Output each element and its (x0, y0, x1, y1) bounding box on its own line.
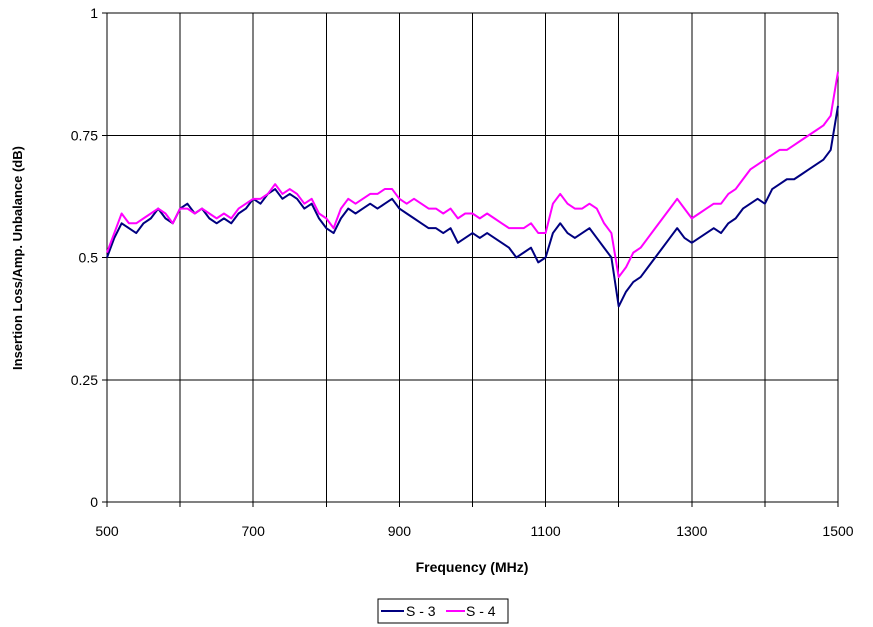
x-tick-label: 1100 (531, 523, 561, 539)
x-tick-label: 500 (95, 523, 119, 539)
x-tick-label: 1500 (822, 523, 853, 539)
y-tick-label: 0.75 (71, 127, 98, 143)
x-tick-label: 700 (242, 523, 266, 539)
series-layer (106, 71, 839, 308)
y-tick-label: 0.25 (71, 372, 98, 388)
y-tick-label: 0 (90, 494, 98, 510)
series-line-1 (106, 105, 839, 308)
x-tick-label: 1300 (676, 523, 707, 539)
legend-label-s3: S - 3 (406, 603, 436, 619)
gridlines (107, 12, 839, 502)
x-axis-title: Frequency (MHz) (416, 559, 529, 575)
y-tick-label: 0.5 (79, 250, 99, 266)
series-line-2 (106, 71, 839, 279)
y-axis-title: Insertion Loss/Amp. Unbalance (dB) (10, 146, 25, 370)
y-tick-label: 1 (90, 5, 98, 21)
legend: S - 3 S - 4 (377, 598, 509, 624)
legend-label-s4: S - 4 (466, 603, 496, 619)
x-tick-label: 900 (388, 523, 412, 539)
